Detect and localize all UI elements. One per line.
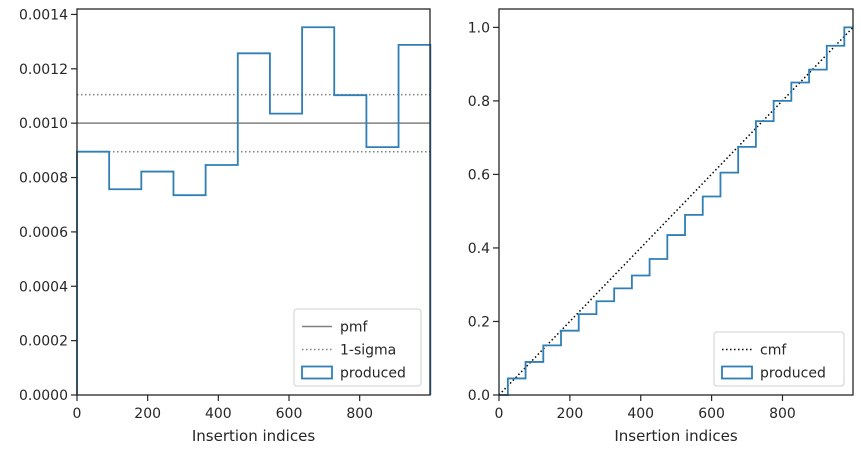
y-tick-label: 0.0000 [19,388,68,404]
x-axis-label: Insertion indices [192,427,315,445]
axes-frame [498,8,854,396]
x-axis-label: Insertion indices [614,427,737,445]
y-tick-label: 0.2 [468,314,490,330]
y-tick-label: 0.0014 [19,7,68,23]
legend: cmf produced [713,331,845,387]
y-tick-label: 0.8 [468,94,490,110]
legend-box [713,331,845,387]
x-tick-label: 400 [627,406,654,422]
y-tick-label: 0.0008 [19,171,68,187]
y-tick-label: 0.0004 [19,279,68,295]
x-tick-label: 0 [495,406,504,422]
histogram-panel: 0 200 400 600 800 0.0000 0.0002 0.0004 0.0006 0.0… [19,7,432,445]
legend-label-cmf: cmf [760,343,787,359]
legend-swatch-produced [721,365,753,380]
legend-label-pmf: pmf [340,320,369,336]
x-tick-label: 800 [769,406,796,422]
cumulative-panel: 0 200 400 600 800 0.0 0.2 0.4 0.6 0.8 1.0 Insertion… [468,8,854,445]
y-tick-label: 0.0 [468,388,490,404]
y-tick-label: 0.0006 [19,225,68,241]
x-tick-label: 600 [276,406,303,422]
produced-series [76,26,432,395]
x-tick-label: 0 [73,406,82,422]
legend-label-produced: produced [340,366,406,382]
y-tick-label: 0.0010 [19,116,68,132]
x-tick-label: 400 [205,406,232,422]
axes-frame [76,8,431,396]
y-tick-label: 0.0002 [19,334,68,350]
y-tick-label: 1.0 [468,20,490,36]
cmf-series [498,26,854,396]
legend-swatch-produced [301,365,333,380]
y-tick-label: 0.0012 [19,62,68,78]
x-tick-label: 600 [698,406,725,422]
y-tick-label: 0.6 [468,167,490,183]
legend: pmf 1-sigma produced [293,308,422,387]
legend-label-1-sigma: 1-sigma [340,343,396,359]
x-tick-label: 800 [346,406,373,422]
x-tick-label: 200 [557,406,584,422]
x-tick-label: 200 [134,406,161,422]
y-tick-label: 0.4 [468,241,490,257]
legend-label-produced: produced [760,366,826,382]
produced-series [499,26,853,396]
